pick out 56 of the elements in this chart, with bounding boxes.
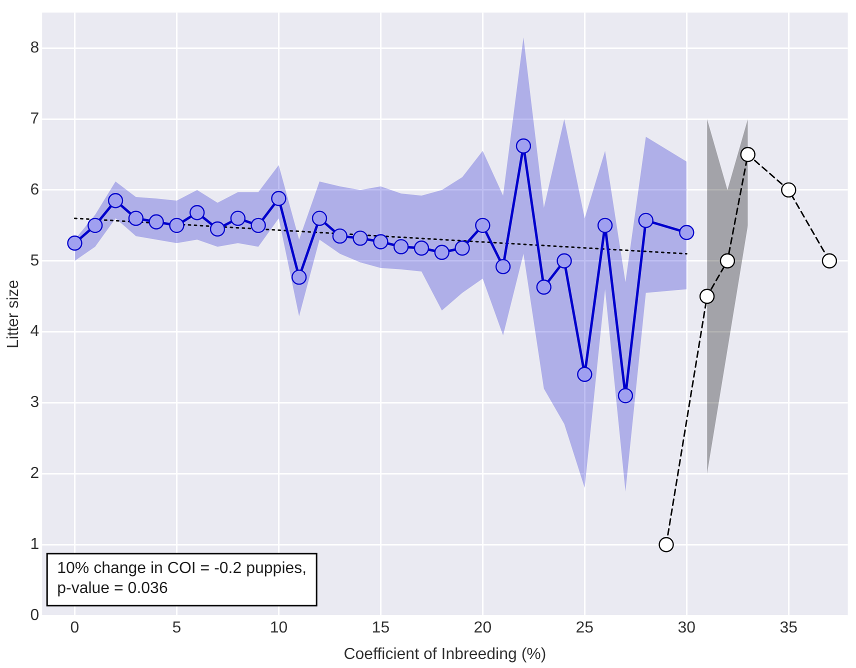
- point: [577, 366, 592, 382]
- point: [352, 230, 368, 246]
- point: [210, 221, 226, 237]
- point: [495, 258, 511, 274]
- point: [373, 234, 388, 250]
- point: [128, 210, 144, 226]
- point: [516, 138, 532, 154]
- x-tick-label: 10: [270, 620, 288, 637]
- x-tick-label: 15: [372, 620, 390, 637]
- point: [250, 218, 266, 234]
- point: [454, 240, 470, 256]
- point: [67, 236, 82, 251]
- point: [556, 253, 572, 268]
- point: [658, 537, 674, 552]
- y-axis-title: Litter size: [5, 280, 22, 348]
- x-tick-label: 25: [576, 620, 594, 637]
- point: [679, 224, 694, 240]
- x-tick-label: 35: [780, 620, 798, 637]
- y-tick-label: 5: [30, 252, 40, 270]
- point: [740, 146, 756, 162]
- point: [434, 244, 450, 260]
- point: [292, 270, 307, 285]
- x-tick-label: 5: [172, 620, 182, 637]
- x-axis-title: Coefficient of Inbreeding (%): [344, 646, 546, 663]
- y-tick-label: 1: [30, 536, 40, 554]
- x-tick-label: 0: [70, 620, 80, 637]
- y-tick-label: 2: [30, 465, 40, 482]
- y-tick-label: 6: [30, 181, 40, 198]
- point: [781, 182, 796, 198]
- point: [699, 288, 715, 304]
- point: [536, 280, 552, 295]
- point: [618, 388, 634, 404]
- y-tick-label: 0: [30, 607, 40, 624]
- point: [108, 192, 124, 208]
- point: [597, 218, 613, 234]
- x-tick-label: 30: [678, 620, 696, 637]
- x-tick-label: 20: [474, 620, 492, 637]
- annotation: 10% change in COI = -0.2 puppies, p-value = 0.036: [57, 560, 307, 598]
- point: [393, 239, 409, 254]
- point: [822, 253, 838, 268]
- point: [638, 212, 654, 228]
- point: [230, 210, 246, 226]
- point: [414, 240, 430, 256]
- point: [88, 218, 103, 234]
- y-tick-label: 8: [30, 39, 40, 56]
- y-tick-label: 4: [30, 323, 40, 340]
- point: [312, 210, 328, 226]
- point: [148, 214, 164, 230]
- point: [475, 218, 490, 234]
- point: [332, 228, 348, 244]
- point: [271, 190, 286, 206]
- point: [720, 253, 736, 268]
- y-tick-label: 7: [30, 110, 40, 128]
- point: [190, 205, 205, 220]
- y-tick-label: 3: [30, 394, 40, 412]
- point: [169, 218, 184, 234]
